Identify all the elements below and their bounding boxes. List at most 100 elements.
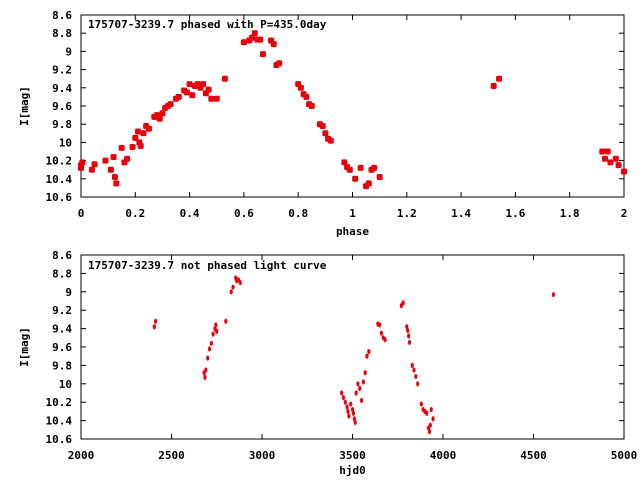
y-tick-label: 10 (59, 136, 72, 149)
data-point (200, 81, 207, 88)
data-point (319, 123, 326, 130)
data-point (206, 355, 210, 361)
data-point (356, 381, 360, 387)
data-point (308, 103, 315, 109)
data-point (401, 300, 405, 306)
data-point (429, 406, 433, 413)
data-point (343, 399, 347, 405)
data-point (203, 374, 207, 380)
data-point (383, 337, 387, 343)
data-point (615, 162, 622, 169)
data-point (490, 82, 497, 89)
data-point (91, 161, 98, 168)
data-point (224, 318, 228, 324)
y-tick-label: 8.6 (52, 9, 72, 22)
y-axis-label-2: I[mag] (18, 327, 31, 367)
data-point (353, 419, 357, 426)
y-tick-label: 8.8 (52, 27, 72, 40)
data-point (102, 157, 109, 164)
data-point (118, 144, 125, 151)
y-tick-label: 10.6 (46, 191, 73, 204)
data-point (376, 173, 383, 180)
data-point (419, 401, 423, 407)
data-point (379, 330, 384, 336)
data-point (110, 153, 117, 160)
data-point (156, 115, 163, 122)
y-tick-label: 10.4 (46, 415, 73, 428)
data-point (214, 322, 218, 328)
y-tick-label: 9.8 (52, 359, 72, 372)
data-point (354, 390, 358, 396)
x-tick-label: 1.2 (397, 207, 417, 220)
data-point (79, 159, 86, 166)
data-point (113, 180, 120, 187)
data-point (359, 397, 364, 403)
data-point (186, 81, 193, 88)
x-tick-label: 1.6 (505, 207, 525, 220)
data-point (427, 429, 432, 435)
data-point (340, 390, 344, 396)
data-point (347, 413, 351, 419)
data-point (145, 125, 152, 132)
data-point (412, 367, 416, 373)
data-point (135, 128, 142, 135)
data-point (137, 143, 144, 150)
y-tick-label: 10.4 (46, 173, 73, 186)
data-point (259, 51, 266, 58)
data-point (346, 408, 350, 414)
x-tick-label: 0.4 (180, 207, 200, 220)
data-point (297, 84, 304, 91)
data-point (378, 322, 382, 328)
data-point (407, 339, 412, 345)
data-point (406, 327, 410, 334)
data-point (351, 410, 356, 416)
data-point (367, 349, 371, 355)
data-point (621, 168, 627, 175)
x-axis-label-1: phase (336, 225, 369, 238)
x-tick-label: 1.8 (560, 207, 580, 220)
data-point (322, 130, 329, 137)
x-tick-label: 0 (78, 207, 85, 220)
data-point (431, 416, 435, 422)
data-point (365, 353, 369, 359)
data-point (414, 373, 418, 380)
data-point (129, 143, 136, 150)
y-tick-label: 8.8 (52, 267, 72, 280)
data-point (341, 159, 348, 166)
x-tick-label: 5000 (611, 449, 638, 462)
data-point (183, 89, 190, 96)
data-point (205, 86, 212, 93)
y-tick-label: 10.2 (46, 155, 73, 168)
data-point (276, 60, 283, 67)
x-tick-label: 2500 (158, 449, 185, 462)
data-point (231, 284, 235, 290)
x-tick-label: 2 (621, 207, 628, 220)
data-point (213, 95, 220, 102)
data-point (349, 401, 353, 407)
plot-title-2: 175707-3239.7 not phased light curve (88, 259, 327, 272)
data-point (365, 180, 372, 187)
x-tick-label: 1 (349, 207, 356, 220)
x-tick-label: 0.2 (125, 207, 145, 220)
x-tick-label: 0.6 (234, 207, 254, 220)
data-point (175, 93, 182, 100)
data-point (371, 164, 378, 171)
data-point (425, 410, 429, 416)
data-point (240, 39, 247, 46)
y-tick-label: 9 (65, 45, 72, 58)
y-tick-label: 9.2 (52, 64, 72, 77)
data-point (221, 75, 228, 82)
y-tick-label: 10.2 (46, 396, 73, 409)
data-point (341, 395, 346, 401)
y-tick-label: 9.4 (52, 323, 72, 336)
data-point (363, 370, 367, 376)
data-point (229, 289, 233, 295)
x-tick-label: 3500 (339, 449, 366, 462)
x-tick-label: 4500 (520, 449, 547, 462)
data-point (612, 155, 619, 162)
data-point (551, 291, 556, 298)
y-tick-label: 10.6 (46, 433, 73, 446)
data-point (358, 385, 362, 391)
data-point (428, 422, 432, 428)
